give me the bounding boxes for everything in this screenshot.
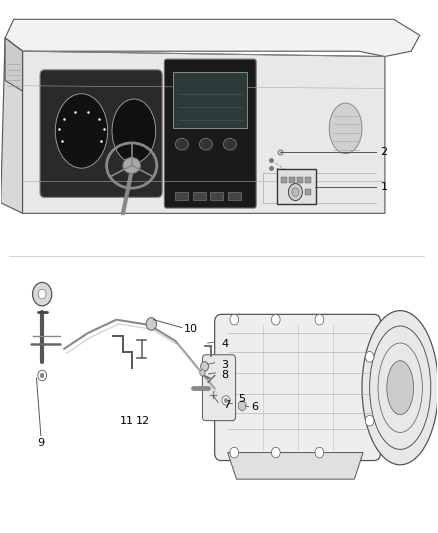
Circle shape xyxy=(272,314,280,325)
Circle shape xyxy=(38,289,46,299)
Text: 12: 12 xyxy=(135,416,150,426)
Circle shape xyxy=(230,314,239,325)
Ellipse shape xyxy=(123,158,141,173)
Circle shape xyxy=(315,314,324,325)
Bar xyxy=(289,177,295,182)
Circle shape xyxy=(32,282,52,306)
Circle shape xyxy=(38,370,46,381)
Text: 4: 4 xyxy=(221,338,228,349)
Polygon shape xyxy=(5,38,22,91)
Circle shape xyxy=(146,318,156,330)
Text: 3: 3 xyxy=(221,360,228,370)
FancyBboxPatch shape xyxy=(202,355,236,421)
Bar xyxy=(228,192,241,200)
Circle shape xyxy=(201,362,208,371)
Circle shape xyxy=(365,415,374,426)
Bar xyxy=(305,189,311,195)
Text: 8: 8 xyxy=(221,370,228,381)
Bar xyxy=(193,192,206,200)
Circle shape xyxy=(288,183,302,200)
Polygon shape xyxy=(1,38,22,213)
Circle shape xyxy=(292,188,299,196)
Text: 11: 11 xyxy=(120,416,134,426)
Circle shape xyxy=(200,369,205,376)
Circle shape xyxy=(272,447,280,458)
Polygon shape xyxy=(22,51,385,213)
Ellipse shape xyxy=(387,361,413,415)
Text: 2: 2 xyxy=(381,147,388,157)
Circle shape xyxy=(365,352,374,362)
Bar xyxy=(175,192,188,200)
Text: 10: 10 xyxy=(184,324,198,334)
Ellipse shape xyxy=(329,103,362,154)
Circle shape xyxy=(40,373,44,377)
Ellipse shape xyxy=(175,139,188,150)
Text: 6: 6 xyxy=(252,402,259,413)
Text: 9: 9 xyxy=(37,438,44,448)
FancyBboxPatch shape xyxy=(277,169,316,204)
FancyBboxPatch shape xyxy=(164,59,256,208)
Text: 7: 7 xyxy=(223,400,230,410)
Text: 1: 1 xyxy=(381,182,388,192)
FancyBboxPatch shape xyxy=(215,314,381,461)
Circle shape xyxy=(230,447,239,458)
Bar xyxy=(305,177,311,182)
Polygon shape xyxy=(5,19,420,56)
Bar xyxy=(297,177,303,182)
Circle shape xyxy=(315,447,324,458)
Bar xyxy=(282,177,287,182)
FancyBboxPatch shape xyxy=(40,70,162,197)
Circle shape xyxy=(222,395,230,405)
Ellipse shape xyxy=(223,139,237,150)
Circle shape xyxy=(224,398,228,402)
Ellipse shape xyxy=(199,139,212,150)
Ellipse shape xyxy=(362,311,438,465)
Ellipse shape xyxy=(112,99,155,163)
Ellipse shape xyxy=(55,94,108,168)
Bar xyxy=(210,192,223,200)
Text: 5: 5 xyxy=(239,394,246,405)
Polygon shape xyxy=(228,453,363,479)
Bar xyxy=(173,72,247,128)
